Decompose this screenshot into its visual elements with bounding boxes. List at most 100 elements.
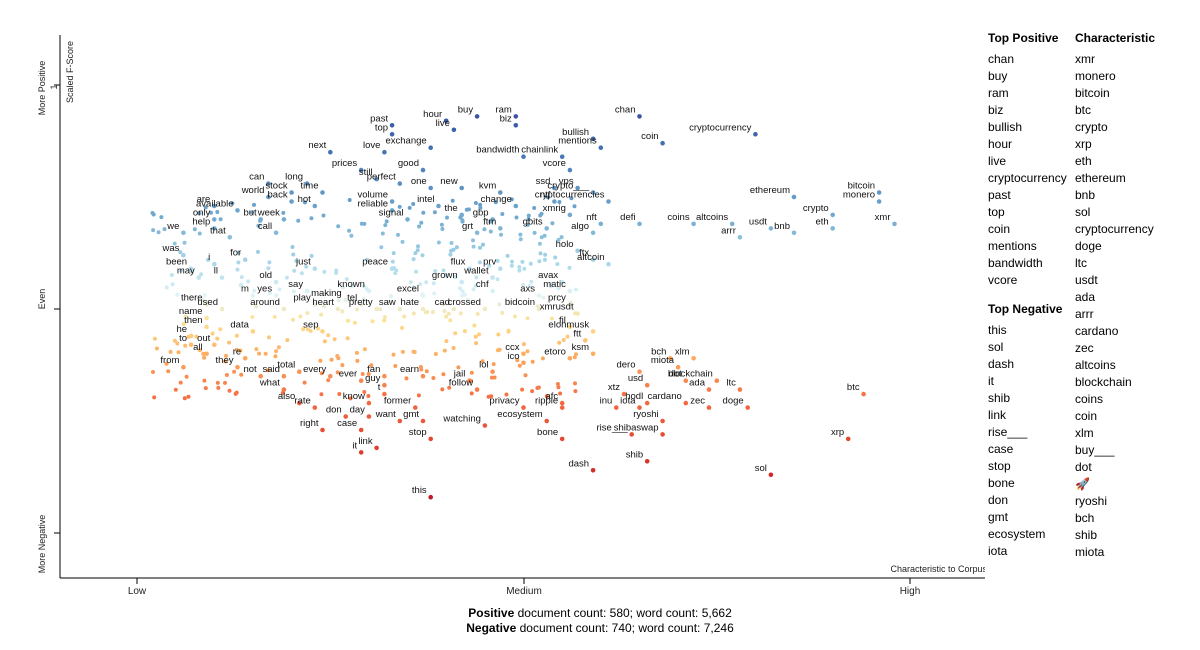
term-list-item[interactable]: case <box>988 442 1014 456</box>
term-point[interactable]: intel <box>417 194 441 209</box>
term-point[interactable]: long <box>285 172 310 186</box>
term-dot[interactable] <box>366 288 372 294</box>
term-point[interactable]: bnb <box>774 221 797 236</box>
term-label[interactable]: for <box>230 248 241 259</box>
term-dot[interactable] <box>212 203 217 209</box>
term-label[interactable]: gbp <box>473 207 489 218</box>
term-dot[interactable] <box>490 288 495 294</box>
term-dot[interactable] <box>490 217 495 222</box>
term-point[interactable]: i <box>208 252 217 267</box>
term-point[interactable]: bidcoin <box>505 297 542 312</box>
term-point[interactable]: doge <box>723 396 750 410</box>
term-point[interactable]: this <box>412 485 434 500</box>
term-label[interactable]: vps <box>559 176 574 187</box>
term-point[interactable]: xtz <box>608 382 627 397</box>
term-point[interactable]: privacy <box>489 396 526 410</box>
term-point[interactable]: prices <box>332 158 364 173</box>
term-point[interactable]: lol <box>479 360 495 375</box>
term-list-item[interactable]: doge <box>1075 239 1102 253</box>
term-label[interactable]: biz <box>500 113 512 124</box>
term-label[interactable]: day <box>350 405 366 416</box>
term-point[interactable]: exchange <box>385 136 434 150</box>
term-dot[interactable] <box>266 194 271 200</box>
term-dot[interactable] <box>621 391 627 397</box>
term-list-item[interactable]: hour <box>988 137 1013 151</box>
term-point[interactable]: available <box>196 198 240 213</box>
term-point[interactable]: iota <box>620 396 642 410</box>
term-label[interactable]: ever <box>339 369 357 380</box>
term-point[interactable]: ssd <box>536 176 557 191</box>
term-label[interactable]: afc <box>546 391 559 402</box>
term-point[interactable]: stop <box>409 427 434 442</box>
term-dot[interactable] <box>389 266 395 272</box>
term-dot[interactable] <box>358 378 364 384</box>
term-dot[interactable] <box>358 450 364 455</box>
term-label[interactable]: said <box>262 364 279 375</box>
term-label[interactable]: signal <box>379 207 404 218</box>
term-point[interactable]: next <box>308 140 333 155</box>
term-dot[interactable] <box>482 306 488 312</box>
term-point[interactable]: out <box>197 333 217 348</box>
term-list-item[interactable]: rise___ <box>988 425 1028 439</box>
term-label[interactable]: exchange <box>385 136 426 147</box>
term-label[interactable]: ccx <box>505 342 520 353</box>
term-dot[interactable] <box>188 342 194 348</box>
term-label[interactable]: link <box>358 436 373 447</box>
term-dot[interactable] <box>428 145 434 150</box>
term-point[interactable]: ecosystem <box>497 409 549 424</box>
term-label[interactable]: btc <box>847 382 860 393</box>
term-list-item[interactable]: monero <box>1075 69 1116 83</box>
term-point[interactable]: miota <box>651 355 681 370</box>
term-point[interactable]: bone <box>537 427 565 442</box>
term-dot[interactable] <box>791 194 797 200</box>
term-list-item[interactable]: stop <box>988 459 1011 473</box>
term-point[interactable]: guy <box>365 373 387 388</box>
term-point[interactable]: said <box>262 364 287 379</box>
term-label[interactable]: not <box>243 364 257 375</box>
term-point[interactable]: call <box>258 221 279 236</box>
term-dot[interactable] <box>358 302 364 307</box>
term-label[interactable]: what <box>259 378 280 389</box>
term-label[interactable]: around <box>250 297 280 308</box>
term-label[interactable]: bnb <box>774 221 790 232</box>
term-label[interactable]: ram <box>495 104 511 115</box>
term-point[interactable]: love <box>363 140 387 155</box>
term-label[interactable]: rise___ <box>597 422 629 433</box>
term-label[interactable]: flux <box>451 257 466 268</box>
term-dot[interactable] <box>606 261 611 267</box>
term-point[interactable]: they <box>216 355 240 370</box>
term-point[interactable]: re <box>233 346 248 361</box>
term-label[interactable]: it <box>352 440 357 451</box>
term-label[interactable]: t <box>378 382 381 393</box>
term-label[interactable]: inu <box>600 396 613 407</box>
term-dot[interactable] <box>590 257 596 263</box>
term-point[interactable]: from <box>160 355 186 370</box>
term-point[interactable]: what <box>259 378 287 392</box>
term-point[interactable]: bandwidth <box>476 145 526 159</box>
term-label[interactable]: past <box>370 113 388 124</box>
term-dot[interactable] <box>567 167 573 173</box>
term-dot[interactable] <box>389 123 395 128</box>
term-label[interactable]: peace <box>362 257 388 268</box>
term-point[interactable]: cad <box>435 297 457 312</box>
term-point[interactable]: vps <box>559 176 580 191</box>
term-dot[interactable] <box>328 373 333 379</box>
term-dot[interactable] <box>420 373 426 379</box>
term-point[interactable]: prv <box>483 257 503 272</box>
term-label[interactable]: hodl <box>625 391 643 402</box>
term-point[interactable]: week <box>257 207 287 222</box>
term-point[interactable]: xmrusdt <box>540 302 580 316</box>
term-label[interactable]: former <box>384 396 411 407</box>
term-label[interactable]: also <box>278 391 295 402</box>
term-point[interactable]: right <box>300 418 325 433</box>
term-label[interactable]: elonmusk <box>548 319 589 330</box>
term-point[interactable]: altcoins <box>696 212 735 227</box>
term-dot[interactable] <box>691 356 696 361</box>
term-point[interactable]: eth <box>815 216 835 231</box>
term-label[interactable]: kvm <box>479 181 497 192</box>
term-dot[interactable] <box>227 235 233 240</box>
term-label[interactable]: coin <box>641 131 658 142</box>
term-point[interactable]: all <box>193 342 209 357</box>
term-label[interactable]: good <box>398 158 419 169</box>
term-label[interactable]: doge <box>723 396 744 407</box>
